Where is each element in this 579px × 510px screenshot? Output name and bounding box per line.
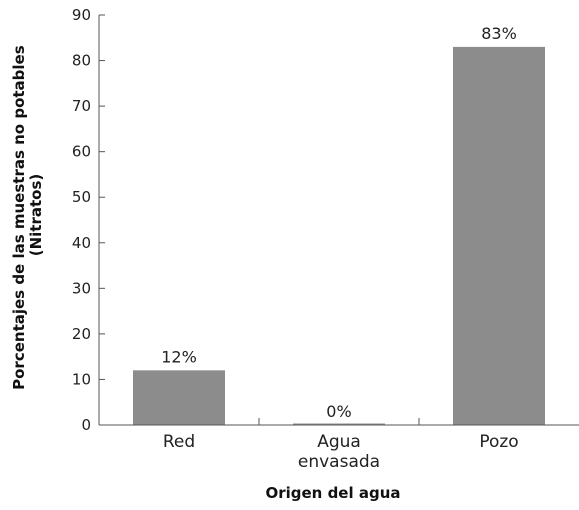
y-axis-ticks: 0 10 20 30 40 50 60 70 80 90: [72, 6, 105, 434]
x-category-label: Red: [163, 432, 195, 452]
y-tick-label: 30: [72, 279, 91, 297]
bar-value-label: 12%: [161, 347, 197, 366]
y-tick-label: 80: [72, 52, 91, 70]
y-tick-label: 10: [72, 370, 91, 388]
y-axis-title-line-2: (Nitratos): [27, 174, 45, 257]
y-tick-label: 0: [81, 416, 91, 434]
bar-value-label: 83%: [481, 24, 517, 43]
x-category-label: Agua: [317, 432, 361, 452]
x-axis-title: Origen del agua: [265, 484, 400, 502]
bars: 12% 0% 83%: [133, 24, 545, 426]
y-axis-title-line-1: Porcentajes de las muestras no potables: [10, 45, 28, 390]
y-tick-label: 90: [72, 6, 91, 24]
y-tick-label: 60: [72, 143, 91, 161]
y-axis-title: Porcentajes de las muestras no potables …: [10, 40, 45, 390]
y-tick-label: 70: [72, 97, 91, 115]
bar-value-label: 0%: [326, 402, 351, 421]
x-category-label: envasada: [298, 452, 380, 472]
y-tick-label: 50: [72, 188, 91, 206]
y-tick-label: 20: [72, 325, 91, 343]
bar: [453, 46, 545, 426]
bar: [293, 423, 385, 425]
x-category-label: Pozo: [479, 432, 518, 452]
y-tick-label: 40: [72, 234, 91, 252]
bar: [133, 370, 225, 425]
